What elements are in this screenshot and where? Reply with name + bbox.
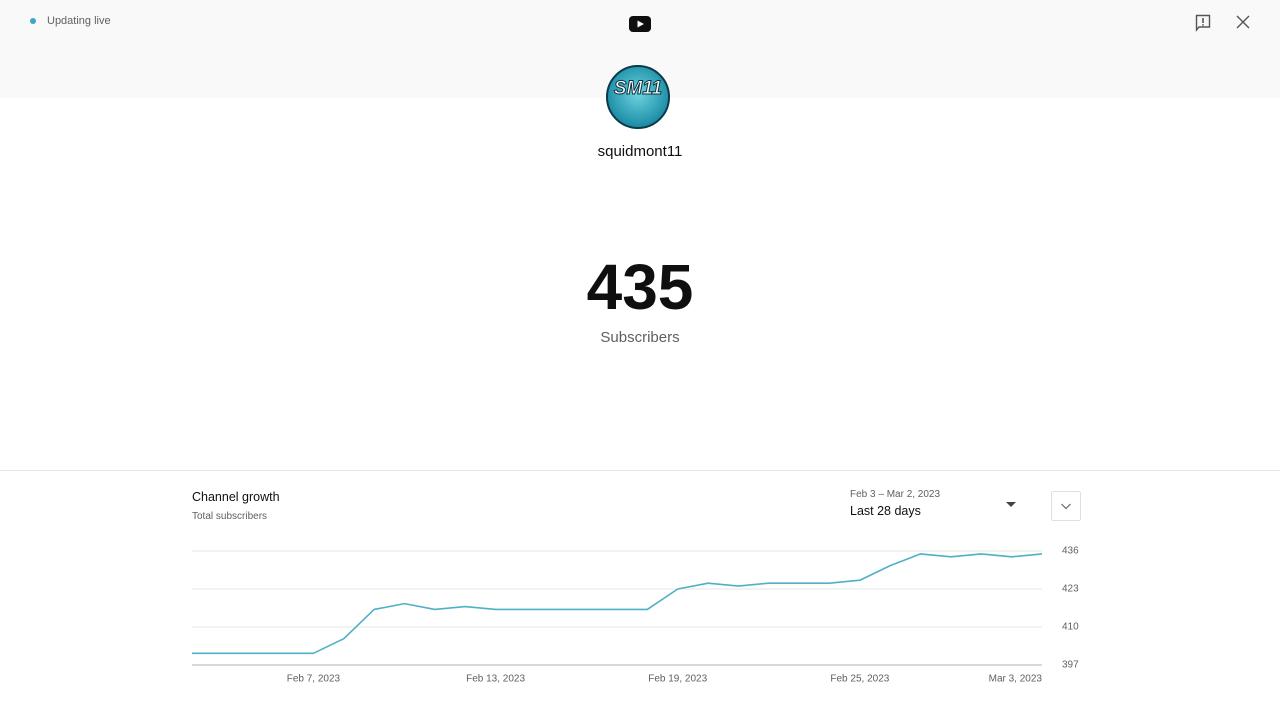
- y-tick-label: 397: [1062, 660, 1079, 671]
- channel-avatar: SM11: [606, 65, 670, 129]
- y-tick-label: 423: [1062, 584, 1079, 595]
- y-tick-label: 436: [1062, 546, 1079, 557]
- divider: [0, 470, 1280, 471]
- y-tick-label: 410: [1062, 622, 1079, 633]
- period-select[interactable]: Last 28 days: [850, 504, 921, 518]
- x-tick-label: Feb 19, 2023: [648, 674, 707, 685]
- subscriber-label: Subscribers: [600, 329, 680, 346]
- live-status: Updating live: [30, 15, 111, 27]
- x-tick-label: Mar 3, 2023: [989, 674, 1043, 685]
- feedback-button[interactable]: [1195, 14, 1211, 32]
- date-range[interactable]: Feb 3 – Mar 2, 2023: [850, 489, 941, 500]
- x-tick-label: Feb 13, 2023: [466, 674, 525, 685]
- period-caret[interactable]: [1006, 502, 1016, 507]
- close-button[interactable]: [1236, 15, 1250, 29]
- expand-button[interactable]: [1051, 491, 1081, 521]
- channel-name: squidmont11: [597, 143, 683, 160]
- panel-title: Channel growth: [192, 490, 280, 504]
- avatar-label: SM11: [613, 78, 663, 100]
- expand-icon: [1061, 503, 1071, 510]
- live-dot: [30, 18, 36, 24]
- x-tick-label: Feb 25, 2023: [830, 674, 889, 685]
- status-text: Updating live: [47, 15, 111, 27]
- x-tick-label: Feb 7, 2023: [287, 674, 341, 685]
- panel-subtitle: Total subscribers: [192, 511, 268, 522]
- growth-line: [192, 553, 1043, 655]
- youtube-logo: [629, 16, 651, 32]
- subscriber-count: 435: [586, 251, 694, 323]
